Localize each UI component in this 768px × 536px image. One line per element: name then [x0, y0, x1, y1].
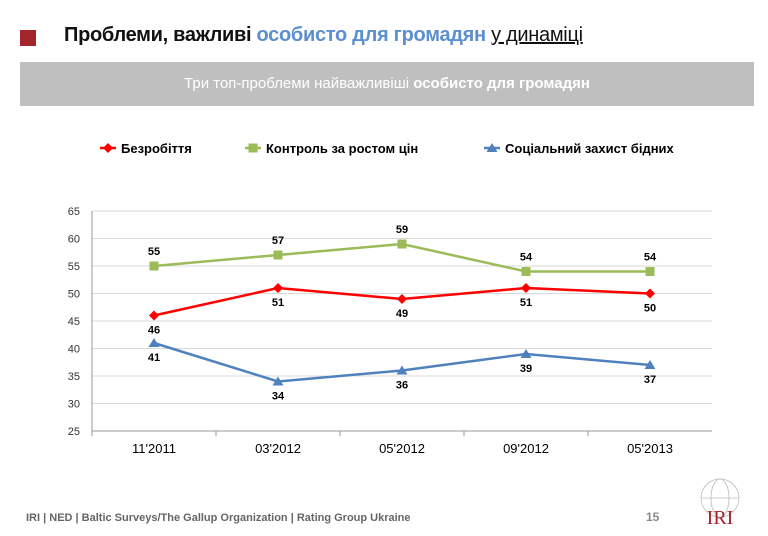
- data-point: [273, 250, 283, 260]
- title-text: Проблеми, важливі: [64, 24, 257, 46]
- data-point: [520, 349, 532, 358]
- data-point: [397, 294, 407, 304]
- title-underlined: у динаміці: [491, 24, 583, 46]
- data-label: 54: [520, 252, 533, 264]
- legend-label: Контроль за ростом цін: [266, 141, 418, 156]
- legend-marker: [103, 143, 113, 153]
- y-tick-label: 45: [68, 316, 80, 328]
- data-label: 50: [644, 303, 656, 315]
- data-point: [644, 360, 656, 369]
- data-point: [645, 267, 655, 276]
- x-tick-label: 09'2012: [503, 441, 549, 456]
- data-point: [396, 365, 408, 375]
- y-tick-label: 65: [68, 206, 80, 218]
- y-tick-label: 50: [68, 289, 80, 301]
- y-tick-label: 25: [68, 426, 80, 438]
- data-label: 39: [520, 363, 532, 375]
- subtitle-banner: Три топ-проблеми найважливіші особисто д…: [20, 62, 754, 106]
- data-point: [645, 288, 655, 299]
- page-number: 15: [646, 510, 660, 524]
- x-tick-label: 05'2012: [379, 441, 425, 456]
- data-point: [521, 283, 531, 293]
- iri-logo: IRI: [700, 478, 740, 528]
- legend-marker: [486, 143, 498, 152]
- data-label: 46: [148, 325, 160, 337]
- data-label: 49: [396, 308, 408, 320]
- x-tick-label: 03'2012: [255, 441, 301, 456]
- data-point: [272, 376, 284, 386]
- banner-text: Три топ-проблеми найважливіші: [184, 75, 414, 92]
- y-tick-label: 40: [68, 344, 80, 356]
- svg-text:IRI: IRI: [707, 507, 734, 528]
- data-label: 51: [520, 297, 532, 309]
- title-bullet: [20, 30, 36, 46]
- data-point: [148, 338, 160, 347]
- page-title: Проблеми, важливі особисто для громадян …: [64, 24, 583, 47]
- y-tick-label: 30: [68, 399, 80, 411]
- data-label: 41: [148, 352, 160, 364]
- x-tick-label: 05'2013: [627, 441, 673, 456]
- banner-bold: особисто для громадян: [413, 75, 590, 92]
- data-label: 37: [644, 374, 656, 386]
- y-tick-label: 55: [68, 261, 80, 273]
- data-point: [273, 283, 283, 293]
- data-label: 55: [148, 246, 160, 258]
- title-highlight: особисто для громадян: [256, 24, 487, 46]
- x-tick-label: 11'2011: [132, 441, 176, 456]
- data-point: [149, 261, 159, 271]
- data-point: [521, 267, 531, 276]
- y-tick-label: 60: [68, 234, 80, 246]
- data-label: 34: [272, 391, 285, 403]
- y-tick-label: 35: [68, 371, 80, 383]
- data-label: 51: [272, 297, 284, 309]
- legend-label: Безробіття: [121, 141, 192, 156]
- legend-label: Соціальний захист бідних: [505, 141, 675, 156]
- data-point: [149, 310, 159, 321]
- data-point: [397, 239, 407, 249]
- data-label: 36: [396, 380, 408, 392]
- data-label: 59: [396, 224, 408, 236]
- legend-marker: [248, 143, 258, 153]
- data-label: 54: [644, 252, 657, 264]
- data-label: 57: [272, 235, 284, 247]
- footer-source: IRI | NED | Baltic Surveys/The Gallup Or…: [26, 512, 411, 524]
